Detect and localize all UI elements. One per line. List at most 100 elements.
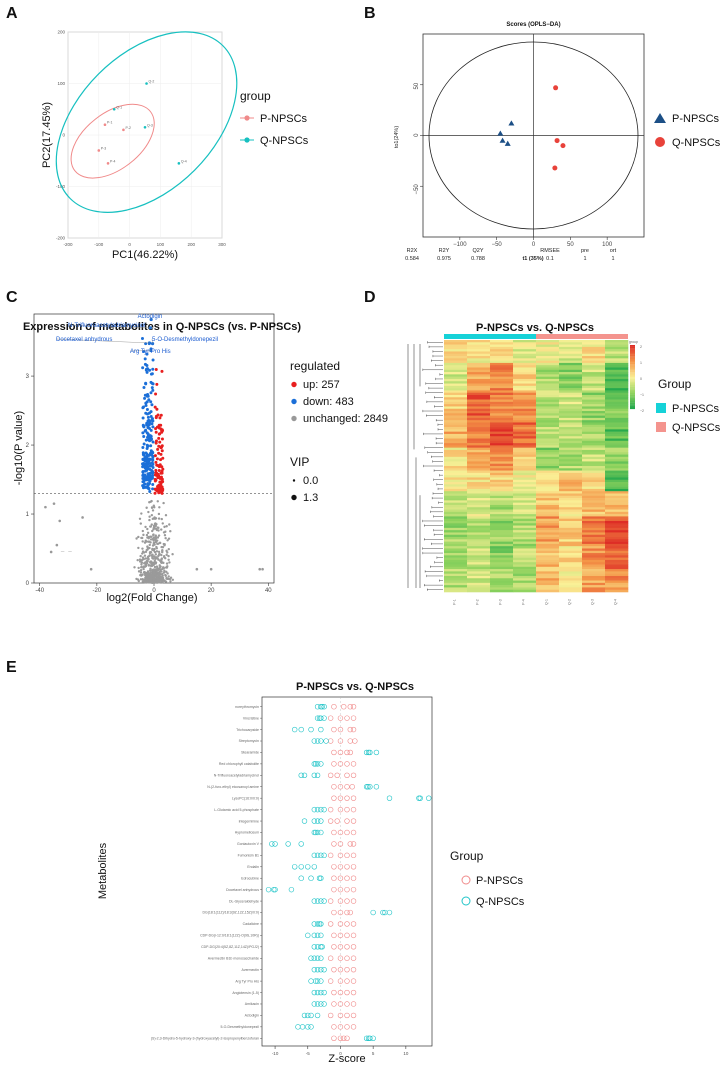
heatmap-cell <box>444 575 468 579</box>
zscore-point-p <box>344 761 350 767</box>
heatmap-cell <box>536 399 560 403</box>
volcano-point-unchanged <box>153 565 157 569</box>
volcano-point-up <box>160 471 164 475</box>
volcano-point-down <box>147 411 151 415</box>
volcano-point-down <box>143 396 147 400</box>
pca-y-tick: 0 <box>62 133 65 138</box>
heatmap-cell <box>582 482 606 485</box>
pca-point-label: Q-3 <box>147 123 153 127</box>
pca-legend-marker <box>244 137 250 143</box>
heatmap-cell <box>467 578 491 581</box>
heatmap-cell <box>605 365 629 368</box>
zscore-metabolite-label: CDP-DG(i-12:0/18:1(12Z)-O(9S,10R)) <box>200 934 259 938</box>
heatmap-cell <box>536 569 560 572</box>
heatmap-cell <box>444 488 468 492</box>
heatmap-colorscale-segment <box>630 381 635 384</box>
heatmap-cell <box>513 504 537 508</box>
heatmap-cell <box>605 390 629 393</box>
heatmap-cell <box>536 585 560 588</box>
volcano-point-unchanged <box>153 559 156 563</box>
heatmap-cell <box>467 346 491 350</box>
heatmap-colorscale-label: 1 <box>640 361 642 365</box>
heatmap-cell <box>536 447 560 451</box>
volcano-point-unchanged <box>137 570 141 573</box>
zscore-point-p <box>350 886 357 893</box>
zscore-point-q <box>314 955 321 961</box>
heatmap-cell <box>490 546 514 549</box>
volcano-point-unchanged <box>139 578 143 581</box>
volcano-point-unchanged <box>151 573 154 576</box>
opls-stat-value: 0.584 <box>405 256 419 262</box>
zscore-point-p <box>337 1012 344 1019</box>
heatmap-cell <box>490 507 514 510</box>
pca-x-tick: 200 <box>187 242 195 247</box>
heatmap-cell <box>536 484 560 487</box>
zscore-x-tick: 0 <box>339 1051 342 1056</box>
heatmap-cell <box>559 466 583 469</box>
volcano-point-down <box>146 423 150 427</box>
heatmap-cell <box>467 413 491 416</box>
heatmap-cell <box>513 534 537 538</box>
pca-ellipse-p <box>70 103 155 179</box>
heatmap-cell <box>605 520 629 524</box>
volcano-point-down <box>150 386 154 390</box>
volcano-point-unchanged <box>149 551 153 554</box>
heatmap-cell <box>605 431 629 435</box>
zscore-point-p <box>334 818 340 824</box>
zscore-point-p <box>331 1024 337 1030</box>
heatmap-cell <box>605 553 629 556</box>
heatmap-cell <box>582 362 606 366</box>
volcano-point-unchanged <box>154 524 158 528</box>
volcano-point-down <box>141 446 145 450</box>
heatmap-colorscale-segment <box>630 364 635 366</box>
heatmap-colorscale-segment <box>630 349 635 352</box>
heatmap-cell <box>490 468 514 471</box>
zscore-metabolite-label: CDP-DG(20:4(5Z,8Z,11Z,14Z)/PGJ2) <box>201 945 259 949</box>
zscore-point-q <box>301 1012 308 1019</box>
heatmap-cell <box>513 385 537 389</box>
zscore-metabolite-label: N-(2-furo-ethyl) eicosanoyl amine <box>207 785 259 789</box>
volcano-point-unchanged <box>148 576 152 579</box>
heatmap-cell <box>490 509 514 513</box>
heatmap-cell <box>444 463 468 467</box>
zscore-point-q <box>305 1012 311 1019</box>
heatmap-cell <box>582 555 606 558</box>
heatmap-cell <box>559 376 583 380</box>
volcano-point-unchanged <box>141 540 144 543</box>
heatmap-cell <box>582 518 606 522</box>
heatmap-cell <box>559 408 583 412</box>
volcano-point-unchanged <box>157 558 160 561</box>
heatmap-colorscale-segment <box>630 348 635 350</box>
heatmap-cell <box>536 440 560 444</box>
heatmap-cell <box>513 440 537 444</box>
heatmap-cell <box>513 564 537 568</box>
zscore-point-p <box>350 772 357 779</box>
zscore-point-p <box>350 955 357 961</box>
heatmap-cell <box>513 394 537 398</box>
heatmap-cell <box>444 477 468 481</box>
heatmap-cell <box>559 562 583 565</box>
heatmap-cell <box>536 479 560 483</box>
volcano-point-down <box>147 487 151 491</box>
heatmap-cell <box>490 585 514 588</box>
volcano-point-down <box>146 435 150 439</box>
volcano-point-unchanged <box>151 517 154 521</box>
heatmap-cell <box>582 392 606 396</box>
heatmap-cell <box>605 374 629 377</box>
opls-stat-value: 0.975 <box>437 256 451 262</box>
heatmap-cell <box>444 475 468 478</box>
heatmap-cell <box>444 369 468 373</box>
heatmap-cell <box>444 530 468 533</box>
heatmap-cell <box>513 365 537 368</box>
heatmap-cell <box>536 493 560 497</box>
opls-point-circle <box>560 143 566 149</box>
volcano-point-unchanged <box>141 577 144 581</box>
volcano-point-unchanged <box>157 550 161 553</box>
volcano-point-unchanged <box>152 538 156 541</box>
volcano-point-up <box>160 428 164 432</box>
volcano-point-unchanged <box>153 550 157 554</box>
heatmap-cell <box>559 454 583 458</box>
volcano-point-unchanged <box>169 580 172 583</box>
heatmap-cell <box>582 397 606 400</box>
volcano-point-up <box>160 437 164 441</box>
